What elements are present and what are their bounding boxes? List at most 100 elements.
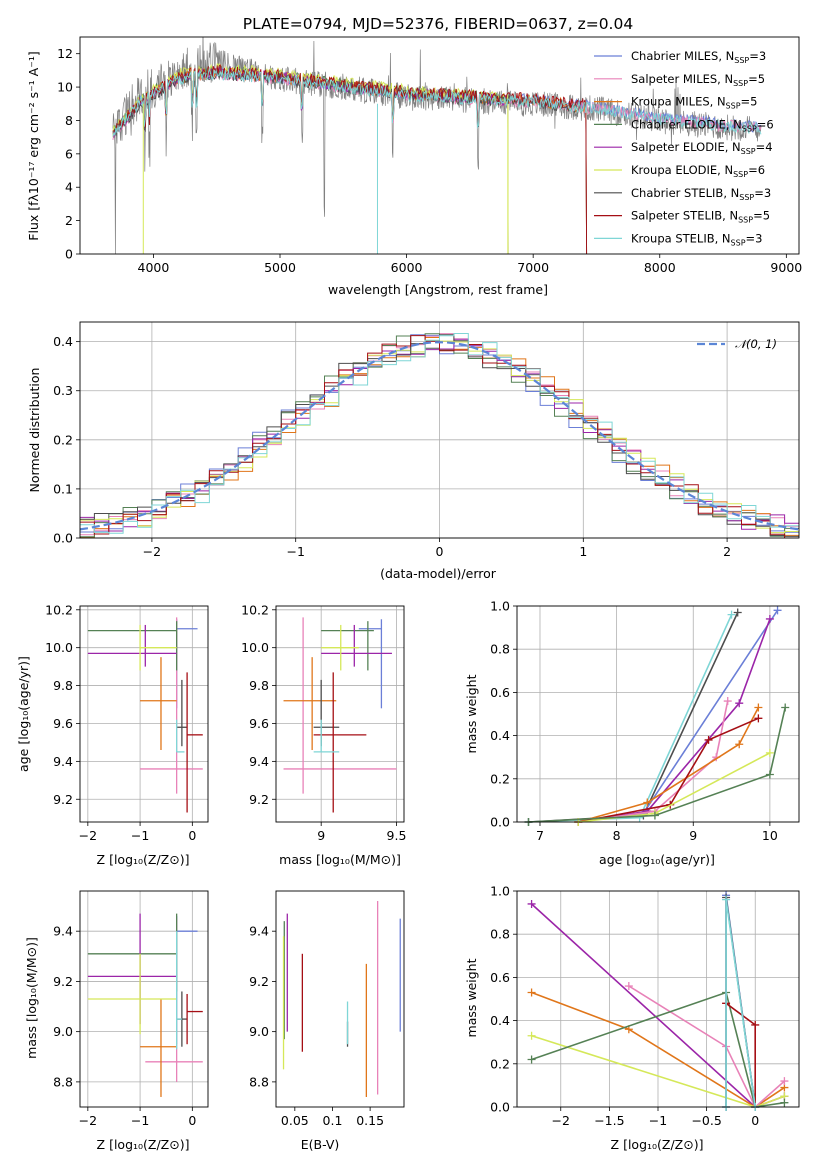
age-z-panel-xtick-label: −1 [131, 828, 149, 843]
age-z-panel-frame [79, 605, 209, 823]
cum-z-panel-point-marker [780, 1077, 789, 1086]
spectrum-ytick-label: 10 [57, 80, 73, 95]
cum-age-panel-ytick-label: 1.0 [490, 599, 510, 614]
cum-age-panel-xtick-label: 7 [536, 828, 544, 843]
age-mass-panel-frame [275, 605, 405, 823]
cum-age-panel-point-marker [735, 740, 744, 749]
age-z-panel-axes: −2 −1 0 9.2 9.4 9.6 9.8 10.0 10.2 [45, 602, 208, 843]
age-mass-panel-xtick-label: 9.5 [387, 828, 407, 843]
cum-z-panel-point-marker [780, 1098, 789, 1107]
legend-entry: Salpeter STELIB, NSSP=5 [631, 209, 770, 225]
cum-age-panel-xtick-label: 8 [613, 828, 621, 843]
cum-age-panel-point-marker [781, 703, 790, 712]
histogram-xtick-label: 2 [723, 544, 731, 559]
spectrum-model-line [112, 67, 762, 137]
mass-z-panel-plot [87, 913, 203, 1097]
age-z-panel-xtick-label: −2 [79, 828, 97, 843]
age-z-panel-ytick-label: 9.6 [53, 716, 73, 731]
spectrum-legend: Chabrier MILES, NSSP=3 Salpeter MILES, NS… [594, 49, 774, 247]
mass-ebv-panel-axes: 0.05 0.1 0.15 8.8 9.0 9.2 9.4 [249, 924, 384, 1128]
mass-z-panel-xtick-label: −2 [79, 1113, 97, 1128]
spectrum-plot [112, 37, 762, 254]
cum-z-panel-ytick-label: 1.0 [490, 884, 510, 899]
spectrum-ylabel: Flux [fλ10⁻¹⁷ erg cm⁻² s⁻¹ A⁻¹] [26, 51, 41, 240]
cum-age-panel-point-marker [765, 614, 774, 623]
age-z-panel-ytick-label: 9.2 [53, 792, 73, 807]
cum-age-panel-point-marker [723, 697, 732, 706]
cum-z-panel-frame [516, 890, 800, 1108]
spectrum-xtick-label: 8000 [644, 260, 676, 275]
cum-age-panel-point-marker [765, 748, 774, 757]
mass-z-panel-ytick-label: 8.8 [53, 1074, 73, 1089]
mass-z-panel-xtick-label: 0 [188, 1113, 196, 1128]
age-mass-panel-ytick-label: 9.2 [249, 792, 269, 807]
spectrum-xtick-label: 6000 [391, 260, 423, 275]
histogram-xtick-label: 0 [436, 544, 444, 559]
cum-age-xlabel: age [log₁₀(age/yr)] [599, 852, 715, 867]
mass-ebv-panel-plot [282, 901, 401, 1097]
cum-z-panel-ytick-label: 0.6 [490, 970, 510, 985]
cum-age-panel-point-marker [765, 770, 774, 779]
cum-age-panel-ytick-label: 0.8 [490, 642, 510, 657]
figure-title: PLATE=0794, MJD=52376, FIBERID=0637, z=0… [243, 15, 633, 33]
mass-z-panel-axes: −2 −1 0 8.8 9.0 9.2 9.4 [53, 891, 208, 1128]
cum-age-panel-point-marker [754, 714, 763, 723]
cum-z-xlabel: Z [log₁₀(Z/Z⊙)] [611, 1137, 704, 1152]
mass-ebv-panel-xtick-label: 0.1 [323, 1113, 343, 1128]
cum-z-panel-point-marker [624, 982, 633, 991]
age-z-panel-plot [87, 617, 203, 813]
cum-z-panel-plot [527, 891, 789, 1111]
age-z-panel-ytick-label: 10.0 [45, 640, 73, 655]
mass-ebv-panel-frame [275, 890, 405, 1108]
age-mass-panel-ytick-label: 9.8 [249, 678, 269, 693]
age-z-xlabel: Z [log₁₀(Z/Z⊙)] [97, 852, 190, 867]
legend-entry: Kroupa MILES, NSSP=5 [631, 95, 757, 111]
age-z-panel-xtick-label: 0 [188, 828, 196, 843]
age-z-ylabel: age [log₁₀(age/yr)] [16, 656, 31, 772]
cum-z-panel-series-line [531, 991, 785, 1108]
cum-z-panel-ytick-label: 0.4 [490, 1013, 510, 1028]
age-mass-panel-xtick-label: 9 [317, 828, 325, 843]
histogram-xtick-label: 1 [579, 544, 587, 559]
cum-age-panel-point-marker [650, 811, 659, 820]
mass-z-xlabel: Z [log₁₀(Z/Z⊙)] [97, 1137, 190, 1152]
mass-ebv-panel-xtick-label: 0.05 [281, 1113, 309, 1128]
cum-z-panel-xtick-label: −2 [552, 1113, 570, 1128]
cum-z-panel-series-line [531, 991, 785, 1108]
histogram-xlabel: (data-model)/error [380, 566, 497, 581]
cum-z-ylabel: mass weight [464, 958, 479, 1037]
cum-z-panel-point-marker [527, 988, 536, 997]
histogram-ylabel: Normed distribution [27, 368, 42, 493]
cum-age-panel-point-marker [643, 798, 652, 807]
spectrum-ytick-label: 6 [65, 146, 73, 161]
mass-z-panel-ytick-label: 9.0 [53, 1024, 73, 1039]
mass-ebv-panel-xtick-label: 0.15 [356, 1113, 384, 1128]
age-mass-panel-ytick-label: 10.2 [241, 602, 269, 617]
legend-entry: Chabrier MILES, NSSP=3 [631, 49, 766, 65]
legend-entry: Chabrier STELIB, NSSP=3 [631, 186, 771, 202]
mass-z-panel-frame [79, 890, 209, 1108]
spectrum-xtick-label: 9000 [770, 260, 802, 275]
cum-age-panel-ytick-label: 0.6 [490, 685, 510, 700]
mass-z-panel-ytick-label: 9.4 [53, 924, 73, 939]
cum-age-panel-point-marker [727, 610, 736, 619]
histogram-step [80, 333, 799, 534]
age-z-panel-ytick-label: 9.8 [53, 678, 73, 693]
cum-z-panel-point-marker [751, 1020, 760, 1029]
mass-ebv-panel-ytick-label: 9.2 [249, 974, 269, 989]
mass-z-panel-ytick-label: 9.2 [53, 974, 73, 989]
histogram-plot [80, 333, 799, 538]
cum-age-panel-point-marker [754, 703, 763, 712]
cum-age-panel-ytick-label: 0.2 [490, 771, 510, 786]
cum-age-panel-series-line [578, 752, 771, 823]
age-z-panel-ytick-label: 9.4 [53, 754, 73, 769]
histogram-legend-label: 𝒩(0, 1) [735, 337, 777, 351]
age-mass-panel-axes: 9 9.5 9.2 9.4 9.6 9.8 10.0 10.2 [241, 602, 406, 843]
cum-age-panel-ytick-label: 0.0 [490, 815, 510, 830]
cum-z-panel-xtick-label: −1 [649, 1113, 667, 1128]
cum-z-panel-point-marker [527, 899, 536, 908]
cum-age-panel-point-marker [735, 699, 744, 708]
mass-ebv-panel-ytick-label: 8.8 [249, 1074, 269, 1089]
